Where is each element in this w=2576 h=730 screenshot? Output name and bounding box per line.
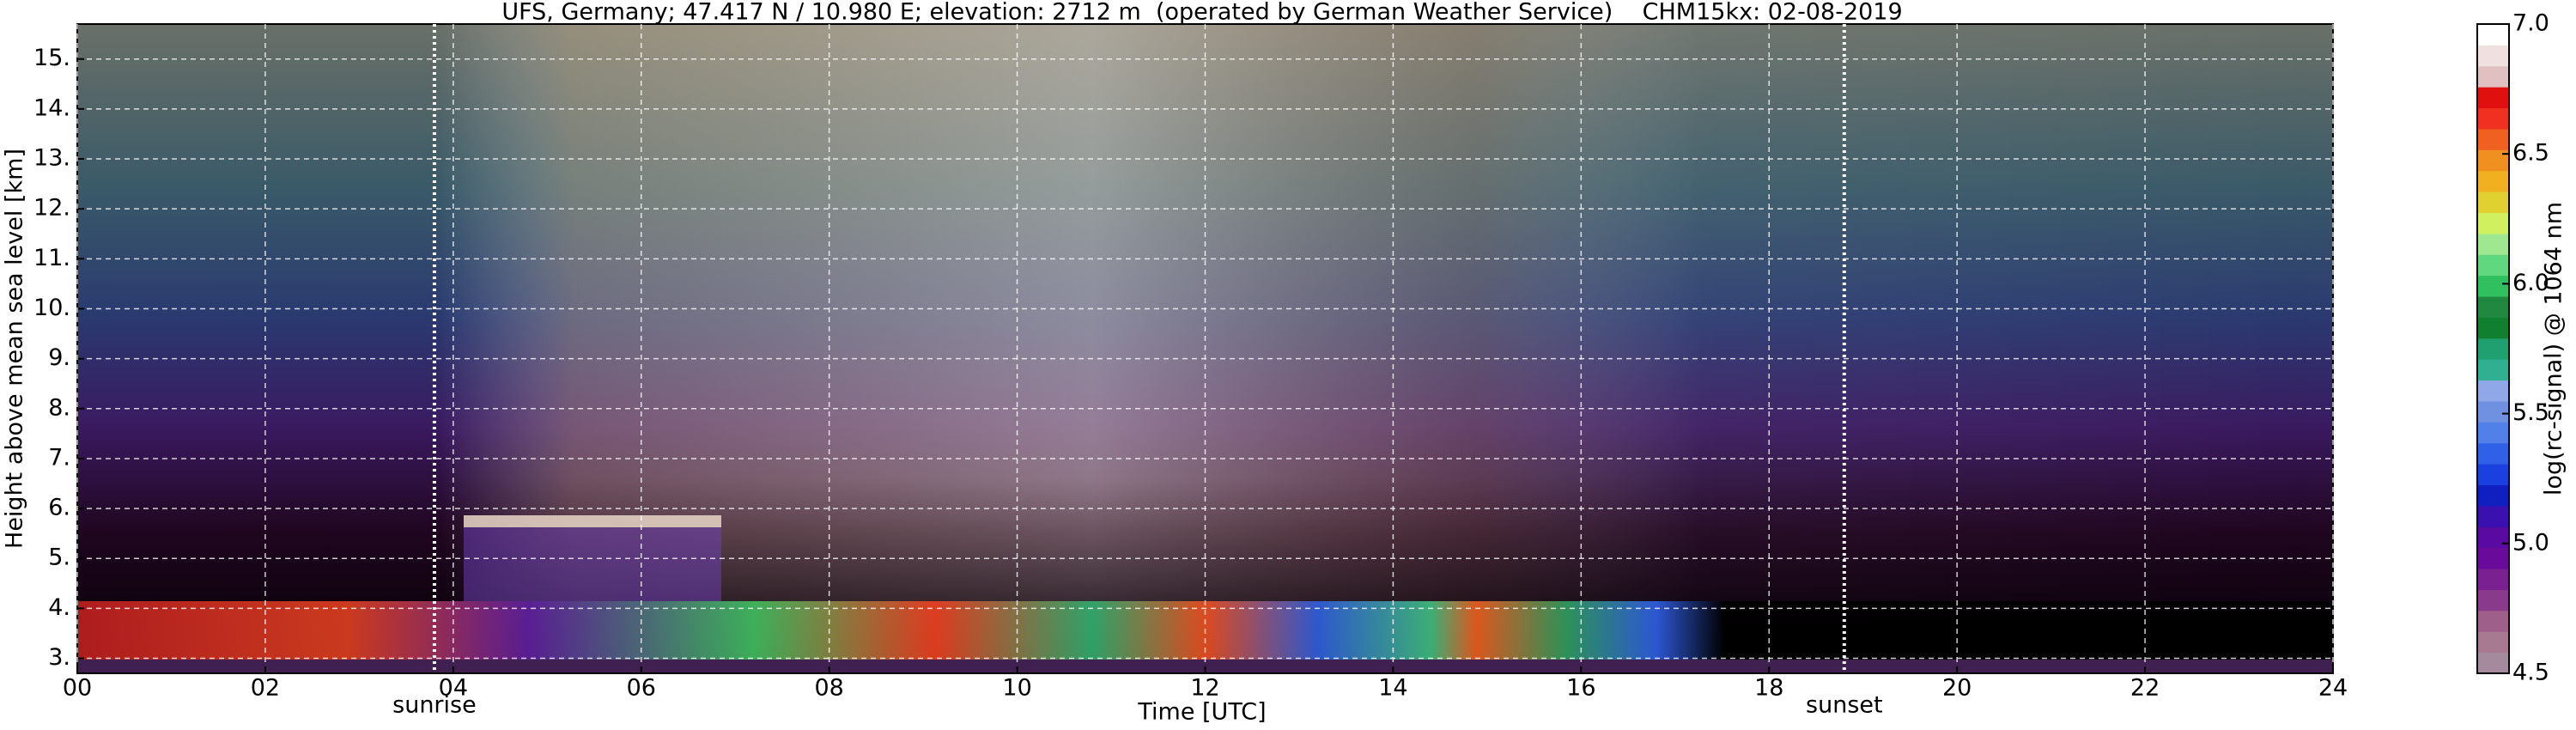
colorbar-tick-label: 4.5 xyxy=(2512,660,2549,686)
colorbar-tick-label: 5.5 xyxy=(2512,399,2549,426)
colorbar-segment xyxy=(2477,212,2509,234)
colorbar-segment xyxy=(2477,422,2509,444)
colorbar-segment xyxy=(2477,631,2509,654)
colorbar-tick-label: 6.5 xyxy=(2512,140,2549,167)
y-tick-label: 7. xyxy=(48,444,70,471)
y-axis-label: Height above mean sea level [km] xyxy=(2,149,28,549)
y-tick-label: 6. xyxy=(48,495,70,521)
x-tick-label: 04 xyxy=(439,675,468,702)
colorbar-segment xyxy=(2477,170,2509,192)
colorbar-segment xyxy=(2477,505,2509,527)
x-tick-label: 00 xyxy=(63,675,92,702)
colorbar-segment xyxy=(2477,45,2509,67)
colorbar-segment xyxy=(2477,400,2509,423)
colorbar-label: log(rc-signal) @ 1064 nm xyxy=(2541,202,2567,496)
colorbar-segment xyxy=(2477,149,2509,172)
x-tick-label: 06 xyxy=(627,675,656,702)
y-tick-label: 3. xyxy=(48,644,70,671)
y-tick-label: 5. xyxy=(48,544,70,571)
colorbar-segment xyxy=(2477,442,2509,465)
colorbar-segment xyxy=(2477,652,2509,674)
colorbar-segment xyxy=(2477,610,2509,632)
x-tick-label: 20 xyxy=(1942,675,1971,702)
colorbar-tick-label: 5.0 xyxy=(2512,529,2549,556)
colorbar-segment xyxy=(2477,65,2509,88)
x-tick-label: 12 xyxy=(1190,675,1219,702)
y-tick-label: 13. xyxy=(33,145,70,172)
colorbar-segment xyxy=(2477,484,2509,507)
y-tick-label: 11. xyxy=(33,245,70,271)
colorbar-segment xyxy=(2477,192,2509,213)
x-tick-label: 14 xyxy=(1378,675,1407,702)
x-tick-label: 22 xyxy=(2130,675,2160,702)
colorbar-segment xyxy=(2477,526,2509,549)
y-tick-label: 9. xyxy=(48,344,70,371)
annotation-label: sunset xyxy=(1806,692,1883,719)
x-axis-label: Time [UTC] xyxy=(1137,699,1266,726)
colorbar-tick-label: 6.0 xyxy=(2512,270,2549,296)
colorbar-segment xyxy=(2477,128,2509,150)
x-tick-label: 08 xyxy=(814,675,843,702)
x-tick-label: 10 xyxy=(1002,675,1031,702)
colorbar-segment xyxy=(2477,380,2509,402)
y-tick-label: 8. xyxy=(48,394,70,421)
colorbar-segment xyxy=(2477,464,2509,486)
colorbar-tick-label: 7.0 xyxy=(2512,10,2549,37)
x-tick-label: 16 xyxy=(1566,675,1595,702)
y-tick-label: 10. xyxy=(33,295,70,321)
chart-title: UFS, Germany; 47.417 N / 10.980 E; eleva… xyxy=(501,0,1902,26)
y-tick-label: 12. xyxy=(33,195,70,222)
colorbar-frame xyxy=(2476,23,2510,674)
colorbar-segment xyxy=(2477,275,2509,297)
colorbar-segment xyxy=(2477,359,2509,381)
colorbar-segment xyxy=(2477,254,2509,277)
x-tick-label: 18 xyxy=(1754,675,1783,702)
x-tick-label: 02 xyxy=(251,675,280,702)
colorbar-segment xyxy=(2477,569,2509,590)
colorbar-segment xyxy=(2477,296,2509,318)
colorbar-segment xyxy=(2477,24,2509,46)
colorbar-segment xyxy=(2477,107,2509,130)
y-tick-label: 14. xyxy=(33,94,70,121)
colorbar-segment xyxy=(2477,87,2509,109)
y-tick-label: 15. xyxy=(33,45,70,71)
colorbar-segment xyxy=(2477,338,2509,360)
y-tick-label: 4. xyxy=(48,594,70,621)
x-tick-label: 24 xyxy=(2318,675,2348,702)
annotation-label: sunrise xyxy=(392,692,477,719)
colorbar-segment xyxy=(2477,317,2509,339)
colorbar-segment xyxy=(2477,589,2509,611)
colorbar-segment xyxy=(2477,547,2509,569)
colorbar-segment xyxy=(2477,233,2509,255)
